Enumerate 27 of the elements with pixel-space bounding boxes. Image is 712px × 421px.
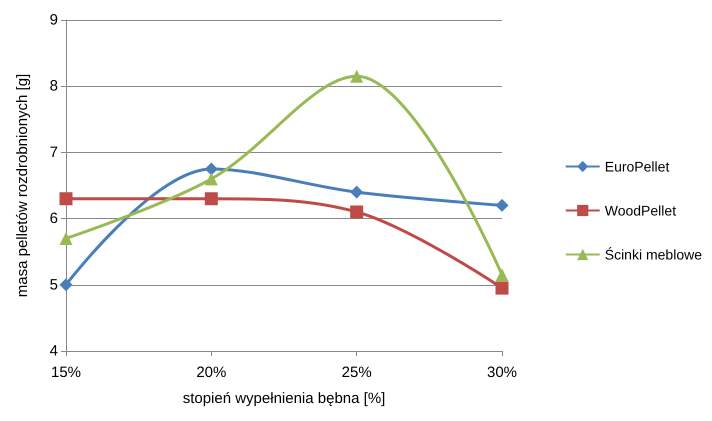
y-tick-label: 8 [50,78,58,95]
point [204,192,218,206]
point [350,70,364,83]
y-tick-label: 5 [50,276,58,294]
y-tick-label: 7 [50,144,58,161]
y-axis-title: masa pelletów rozdrobnionych [g] [14,74,31,298]
point [204,172,218,186]
legend-label: EuroPellet [604,158,670,174]
x-axis-title: stopień wypełnienia bębna [%] [182,390,386,407]
point [496,268,508,282]
x-tick-label: 20% [196,364,226,381]
y-tick-label: 6 [50,210,58,228]
point [60,232,72,245]
point [350,205,364,218]
point [60,192,72,206]
legend-label: Ścinki meblowe [604,246,702,262]
y-tick-label: 9 [50,12,58,28]
point [60,278,72,292]
y-tick-label: 4 [50,342,58,360]
point [350,186,364,199]
x-tick-label: 30% [486,364,518,381]
x-tick-label: 15% [50,364,82,381]
point [496,198,508,212]
point [496,282,508,295]
x-tick-label: 25% [342,364,372,381]
point [204,162,218,176]
legend-label: WoodPellet [604,202,676,218]
